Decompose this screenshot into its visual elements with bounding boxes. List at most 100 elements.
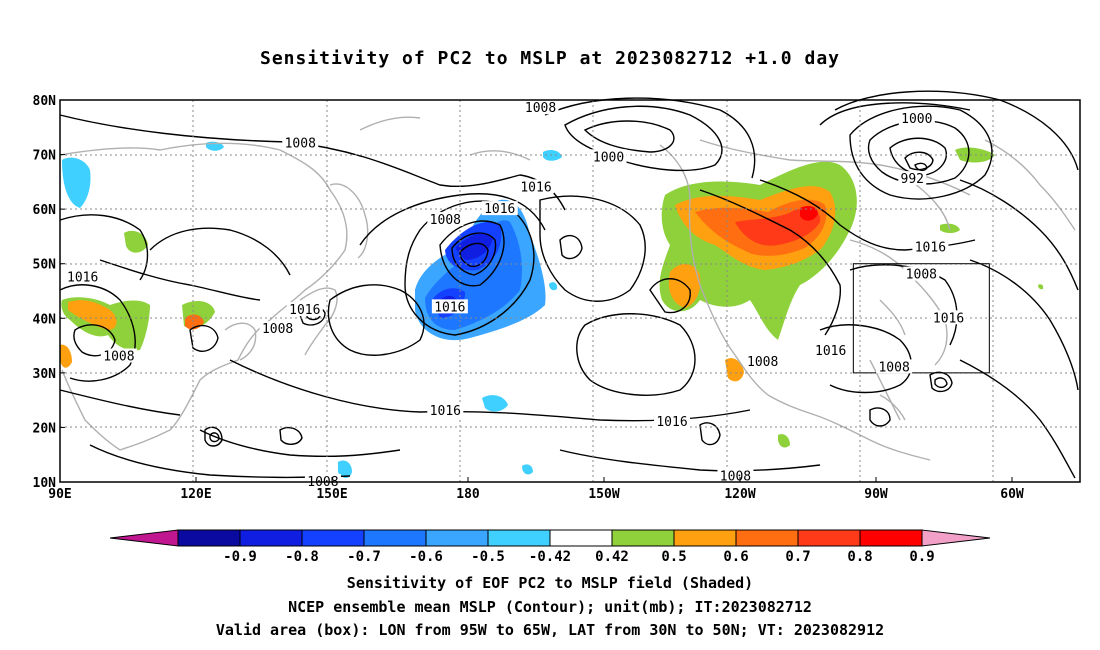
lon-label: 60W xyxy=(1000,487,1024,502)
contour-label: 1008 xyxy=(747,355,778,370)
contour-label: 1008 xyxy=(430,213,461,228)
colorbar-label: 0.7 xyxy=(785,549,810,565)
contour-label-bg xyxy=(282,135,319,150)
colorbar: -0.9 -0.8 -0.7 -0.6 -0.5 -0.42 0.42 0.5 0.6 0.7 0.… xyxy=(109,529,991,565)
contour-label-bg xyxy=(912,239,949,254)
colorbar-label: -0.42 xyxy=(529,549,571,565)
colorbar-bin xyxy=(673,529,737,547)
lat-label: 40N xyxy=(33,312,57,327)
contour-label: 1016 xyxy=(656,415,687,430)
colorbar-bin xyxy=(797,529,861,547)
lat-label: 30N xyxy=(33,367,57,382)
colorbar-bin xyxy=(487,529,551,547)
colorbar-label: 0.6 xyxy=(723,549,748,565)
contour-label: 1016 xyxy=(289,303,320,318)
contour-label: 1008 xyxy=(878,360,909,375)
lat-label: 20N xyxy=(33,421,57,436)
colorbar-label: -0.6 xyxy=(409,549,443,565)
contour-label-bg xyxy=(64,269,101,284)
contour-label-bg xyxy=(427,212,464,227)
colorbar-label: 0.5 xyxy=(661,549,686,565)
contour-label: 1016 xyxy=(933,311,964,326)
lon-label: 120E xyxy=(180,487,211,502)
lat-label: 60N xyxy=(33,203,57,218)
contour-label-bg xyxy=(522,100,559,115)
contour-label: 1008 xyxy=(262,322,293,337)
contour-label-bg xyxy=(431,299,468,314)
contour-label: 1016 xyxy=(67,270,98,285)
contour-label-bg xyxy=(717,468,754,483)
colorbar-label: -0.8 xyxy=(285,549,319,565)
colorbar-low-extend xyxy=(109,529,179,547)
map-frame xyxy=(59,99,1081,483)
colorbar-label: -0.7 xyxy=(347,549,381,565)
contour-label-bg xyxy=(590,149,627,164)
colorbar-bin xyxy=(859,529,923,547)
contour-label: 1016 xyxy=(520,180,551,195)
contour-label: 1008 xyxy=(525,101,556,116)
contour-label-bg xyxy=(427,403,464,418)
colorbar-bin xyxy=(301,529,365,547)
contour-label: 1016 xyxy=(430,404,461,419)
colorbar-label: -0.5 xyxy=(471,549,505,565)
colorbar-bin xyxy=(425,529,489,547)
lon-label: 150E xyxy=(316,487,347,502)
contour-label-bg xyxy=(100,348,137,363)
contour-label: 1008 xyxy=(285,137,316,152)
contour-label-bg xyxy=(898,171,927,186)
contour-label-bg xyxy=(259,321,296,336)
contour-label-bg xyxy=(286,302,323,317)
colorbar-bin xyxy=(611,529,675,547)
contour-label: 1016 xyxy=(484,202,515,217)
map-title: Sensitivity of PC2 to MSLP at 2023082712… xyxy=(259,48,840,69)
contour-label: 1016 xyxy=(434,300,465,315)
contour-label-bg xyxy=(903,266,940,281)
lat-label: 50N xyxy=(33,258,57,273)
caption-valid-area: Valid area (box): LON from 95W to 65W, L… xyxy=(215,621,885,639)
contour-label-bg xyxy=(654,413,690,428)
contour-label-bg xyxy=(481,201,518,216)
lat-label: 80N xyxy=(33,94,57,109)
colorbar-bin xyxy=(177,529,241,547)
mslp-contours xyxy=(59,90,1079,479)
colorbar-label: 0.8 xyxy=(847,549,872,565)
contour-label: 1016 xyxy=(915,240,946,255)
lat-label: 10N xyxy=(33,476,57,491)
colorbar-bin xyxy=(239,529,303,547)
contour-label-bg xyxy=(812,343,849,358)
lon-label: 90E xyxy=(48,487,71,502)
coastlines xyxy=(59,116,1076,461)
contour-labels: 1008 1000 1000 992 1016 1016 1008 1008 1016 1016 1… xyxy=(64,100,967,490)
contour-label: 1008 xyxy=(720,470,751,485)
contour-label-bg xyxy=(930,310,967,325)
contour-label-bg xyxy=(876,359,913,374)
lon-label: 150W xyxy=(588,487,619,502)
contour-label-bg xyxy=(518,179,554,194)
contour-label: 1016 xyxy=(815,344,846,359)
graticule xyxy=(60,100,1080,482)
contour-label: 1008 xyxy=(906,268,937,283)
lat-label: 70N xyxy=(33,149,57,164)
lon-label: 180 xyxy=(456,487,480,502)
valid-area-box xyxy=(852,263,990,374)
colorbar-label: -0.9 xyxy=(223,549,257,565)
colorbar-high-extend xyxy=(921,529,991,547)
caption-contour: NCEP ensemble mean MSLP (Contour); unit(… xyxy=(288,598,812,616)
contour-label: 1000 xyxy=(901,112,932,127)
shading-layer xyxy=(60,141,1044,478)
contour-label: 992 xyxy=(901,172,924,187)
lon-label: 90W xyxy=(864,487,888,502)
caption-shading: Sensitivity of EOF PC2 to MSLP field (Sh… xyxy=(346,574,754,592)
colorbar-bin xyxy=(363,529,427,547)
lon-label: 120W xyxy=(724,487,755,502)
latitude-labels: 80N 70N 60N 50N 40N 30N 20N 10N xyxy=(33,94,65,491)
colorbar-bin xyxy=(549,529,613,547)
colorbar-label: 0.9 xyxy=(909,549,934,565)
colorbar-bin xyxy=(735,529,799,547)
longitude-labels: 90E 120E 150E 180 150W 120W 90W 60W xyxy=(48,477,1024,502)
contour-label-bg xyxy=(744,353,781,368)
contour-label: 1008 xyxy=(103,349,134,364)
contour-label: 1000 xyxy=(593,150,624,165)
colorbar-label: 0.42 xyxy=(595,549,629,565)
